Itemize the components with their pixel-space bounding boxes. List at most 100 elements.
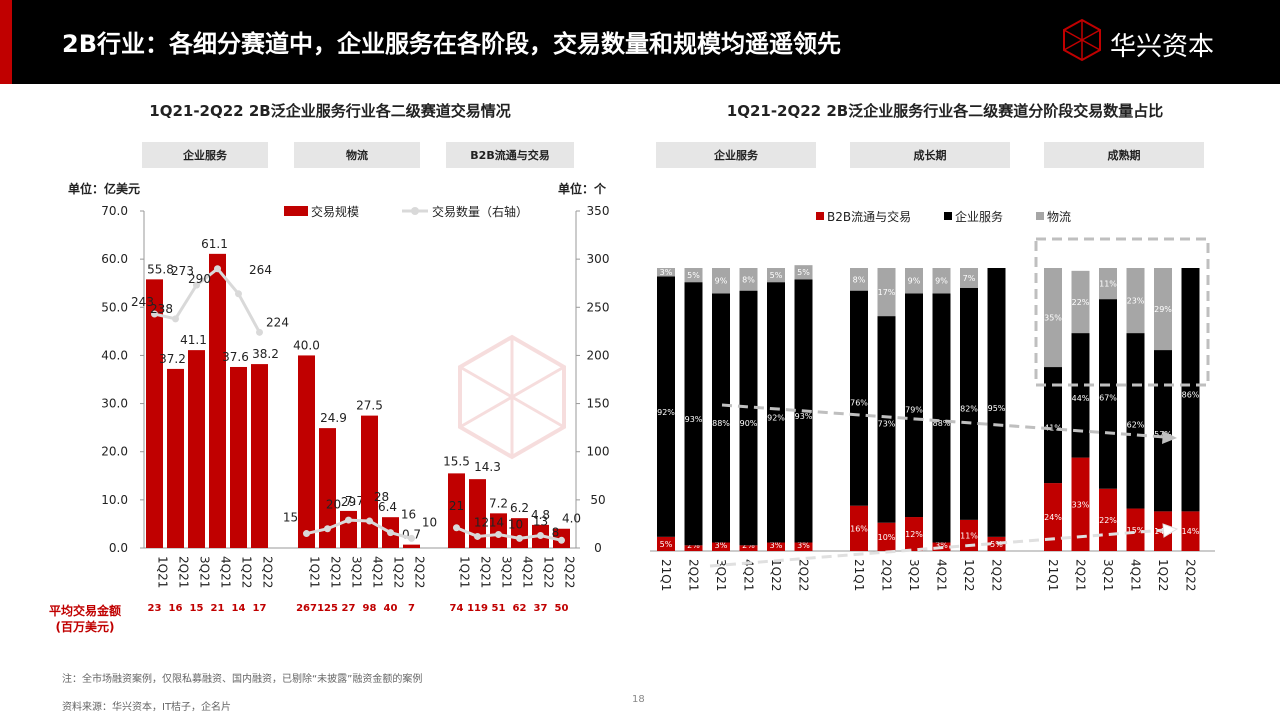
highlight-dashed-box (1034, 237, 1210, 387)
stack-segment (712, 542, 730, 551)
avg-amount-value: 23 (148, 603, 162, 614)
stack-segment (767, 542, 785, 551)
count-line (455, 526, 562, 542)
count-value-label: 224 (266, 315, 289, 329)
bar-value-label: 6.2 (510, 501, 529, 515)
avg-amount-value: 62 (513, 603, 527, 614)
count-value-label: 20 (326, 498, 341, 512)
count-marker (558, 536, 565, 544)
count-marker (303, 530, 310, 538)
count-value-label: 273 (171, 264, 194, 278)
stack-segment (684, 282, 703, 546)
stack-value-label: 8% (853, 275, 866, 284)
bar-value-label: 37.2 (159, 352, 186, 366)
x-tick-label: 3Q21 (500, 556, 514, 588)
bar-value-label: 15.5 (443, 454, 470, 468)
legend-label: B2B流通与交易 (827, 209, 911, 224)
right-chart-title: 1Q21-2Q22 2B泛企业服务行业各二级赛道分阶段交易数量占比 (726, 102, 1164, 120)
stack-segment (794, 265, 813, 280)
count-value-label: 238 (150, 302, 173, 316)
right-group-header-2: 成长期 (850, 142, 1010, 168)
count-marker (516, 534, 523, 542)
count-value-label: 10 (508, 517, 523, 531)
stack-value-label: 5% (990, 540, 1003, 549)
x-tick-label: 3Q21 (907, 559, 921, 591)
footnote: 注：全市场融资案例，仅限私募融资、国内融资，已剔除“未披露”融资金额的案例 (62, 674, 423, 685)
avg-amount-label-line2: (百万美元) (55, 620, 115, 634)
count-marker (235, 290, 242, 298)
bar (319, 428, 336, 548)
count-marker (366, 517, 373, 525)
stack-segment (960, 287, 978, 520)
stack-segment (960, 519, 978, 551)
trend-arrow-line (721, 403, 1166, 439)
count-marker (193, 281, 200, 289)
stack-value-label: 93% (795, 412, 813, 421)
bar-value-label: 14.3 (474, 460, 501, 474)
y-tick-label: 60.0 (101, 252, 128, 266)
x-tick-label: 4Q21 (1129, 559, 1143, 591)
count-value-label: 264 (249, 263, 272, 277)
avg-amount-value: 21 (211, 603, 225, 614)
stack-value-label: 11% (1099, 280, 1117, 289)
y-tick-label: 40.0 (101, 348, 128, 362)
count-marker (172, 315, 179, 323)
y-tick-label: 10.0 (101, 493, 128, 507)
count-value-label: 10 (422, 515, 437, 529)
trend-arrow-head-2 (1162, 523, 1179, 538)
x-tick-label: 2Q22 (797, 559, 811, 591)
stack-segment (877, 268, 896, 317)
stack-value-label: 92% (657, 408, 675, 417)
stack-segment (1044, 268, 1062, 368)
stack-value-label: 5% (770, 271, 783, 280)
stack-value-label: 10% (878, 533, 896, 542)
legend-label: 企业服务 (955, 209, 1003, 224)
bar-value-label: 27.5 (356, 399, 383, 413)
avg-amount-value: 15 (190, 603, 204, 614)
x-tick-label: 1Q21 (308, 556, 322, 588)
left-chart-title: 1Q21-2Q22 2B泛企业服务行业各二级赛道交易情况 (149, 102, 511, 120)
bar-value-label: 7.7 (345, 494, 364, 508)
bar (511, 518, 528, 548)
legend-label: 物流 (1047, 210, 1071, 224)
stack-value-label: 3% (660, 268, 673, 277)
stack-segment (850, 268, 868, 291)
x-tick-label: 4Q21 (219, 556, 233, 588)
bar (469, 479, 486, 548)
trend-arrow-line-2 (709, 528, 1166, 568)
x-tick-label: 4Q21 (935, 559, 949, 591)
bar (146, 279, 163, 548)
x-tick-label: 3Q21 (1101, 559, 1115, 591)
stack-segment (850, 505, 868, 551)
count-marker (256, 328, 263, 336)
stack-value-label: 12% (905, 530, 923, 539)
avg-amount-value: 37 (534, 603, 548, 614)
bar (490, 513, 507, 548)
avg-amount-value: 7 (408, 603, 415, 614)
legend-bar-label: 交易规模 (311, 204, 359, 219)
stack-value-label: 11% (960, 531, 978, 540)
right-group-header-3: 成熟期 (1044, 142, 1204, 168)
y2-tick-label: 150 (587, 397, 610, 411)
stack-value-label: 17% (878, 288, 896, 297)
x-tick-label: 2Q21 (177, 556, 191, 588)
stack-segment (1181, 511, 1200, 551)
count-marker (474, 532, 481, 540)
x-tick-label: 21Q1 (1046, 559, 1060, 591)
count-value-label: 16 (401, 508, 416, 522)
x-tick-label: 21Q1 (659, 559, 673, 591)
stack-segment (877, 522, 896, 551)
bar (251, 364, 268, 548)
stack-segment (1099, 299, 1117, 489)
avg-amount-value: 27 (342, 603, 356, 614)
avg-amount-value: 17 (253, 603, 267, 614)
stack-value-label: 8% (742, 275, 755, 284)
x-tick-label: 2Q22 (413, 556, 427, 588)
stack-value-label: 29% (1154, 305, 1172, 314)
left-group-header-3: B2B流通与交易 (446, 142, 574, 168)
stack-segment (1099, 268, 1117, 300)
count-value-label: 8 (552, 525, 560, 539)
count-value-label: 21 (449, 499, 464, 513)
